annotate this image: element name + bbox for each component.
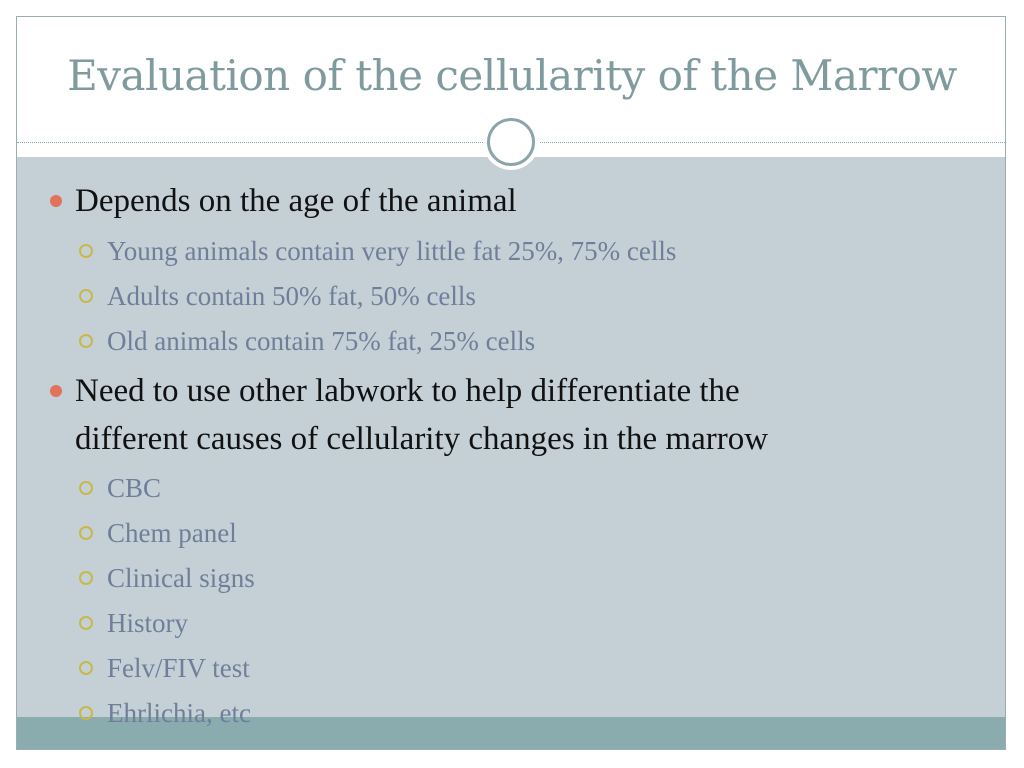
filled-circle-icon: [50, 195, 62, 207]
subitem-text: History: [107, 608, 188, 638]
list-item: Young animals contain very little fat 25…: [79, 234, 967, 268]
list-item: Clinical signs: [79, 561, 967, 595]
hollow-circle-icon: [79, 661, 93, 675]
ornament-ring: [487, 118, 535, 166]
hollow-circle-icon: [79, 616, 93, 630]
subitem-text: Adults contain 50% fat, 50% cells: [107, 281, 476, 311]
ring-ornament-icon: [483, 114, 539, 170]
slide: Evaluation of the cellularity of the Mar…: [16, 16, 1006, 750]
bullet-text-line1: Need to use other labwork to help differ…: [75, 373, 740, 409]
hollow-circle-icon: [79, 289, 93, 303]
list-item: Chem panel: [79, 516, 967, 550]
footer-band: [17, 717, 1005, 749]
subitem-text: Young animals contain very little fat 25…: [107, 236, 677, 266]
list-item: CBC: [79, 471, 967, 505]
bullet-text-line2: different causes of cellularity changes …: [75, 421, 769, 457]
hollow-circle-icon: [79, 334, 93, 348]
list-item-continuation: different causes of cellularity changes …: [75, 415, 975, 463]
list-item: Adults contain 50% fat, 50% cells: [79, 279, 967, 313]
hollow-circle-icon: [79, 526, 93, 540]
subitem-text: Clinical signs: [107, 563, 255, 593]
list-item: Depends on the age of the animal: [50, 177, 975, 225]
list-item: Need to use other labwork to help differ…: [50, 367, 975, 415]
list-item: Ehrlichia, etc: [79, 696, 967, 730]
hollow-circle-icon: [79, 244, 93, 258]
hollow-circle-icon: [79, 706, 93, 720]
bullet-text: Depends on the age of the animal: [75, 183, 517, 219]
list-item: History: [79, 606, 967, 640]
slide-title: Evaluation of the cellularity of the Mar…: [67, 51, 957, 100]
subitem-text: CBC: [107, 473, 162, 503]
content-panel: Depends on the age of the animal Young a…: [17, 157, 1005, 717]
list-item: Felv/FIV test: [79, 651, 967, 685]
subitem-text: Old animals contain 75% fat, 25% cells: [107, 326, 536, 356]
hollow-circle-icon: [79, 481, 93, 495]
subitem-text: Chem panel: [107, 518, 237, 548]
subitem-text: Ehrlichia, etc: [107, 698, 251, 728]
subitem-text: Felv/FIV test: [107, 653, 250, 683]
filled-circle-icon: [50, 385, 62, 397]
list-item: Old animals contain 75% fat, 25% cells: [79, 324, 967, 358]
hollow-circle-icon: [79, 571, 93, 585]
